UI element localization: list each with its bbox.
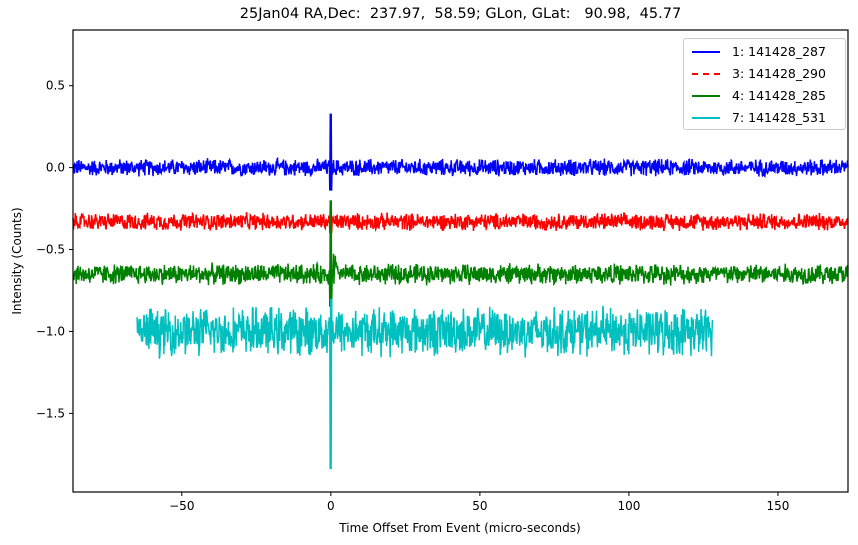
series-line [72, 200, 849, 234]
y-tick-label: 0.5 [46, 79, 65, 93]
legend-label: 3: 141428_290 [732, 66, 826, 81]
legend-label: 4: 141428_285 [732, 88, 826, 103]
series-line [72, 200, 849, 307]
legend-label: 1: 141428_287 [732, 44, 826, 59]
x-tick-label: 150 [766, 499, 789, 513]
legend-item: 7: 141428_531 [684, 108, 845, 128]
legend-line-swatch [692, 95, 720, 97]
chart-title: 25Jan04 RA,Dec: 237.97, 58.59; GLon, GLa… [239, 6, 682, 22]
legend-item: 3: 141428_290 [684, 64, 845, 84]
legend-item: 4: 141428_285 [684, 86, 845, 106]
series-line [136, 298, 714, 470]
data-traces [72, 113, 849, 470]
y-tick-label: −0.5 [36, 243, 65, 257]
legend-line-swatch [692, 51, 720, 53]
y-tick-label: −1.0 [36, 324, 65, 338]
series-line [72, 113, 849, 191]
x-axis-ticks: −50 0 50 100 150 [169, 492, 789, 513]
axes-frame [72, 29, 849, 493]
y-tick-label: 0.0 [46, 161, 65, 175]
legend: 1: 141428_287 3: 141428_290 4: 141428_28… [683, 38, 846, 130]
x-tick-label: 100 [617, 499, 640, 513]
x-tick-label: −50 [169, 499, 194, 513]
legend-item: 1: 141428_287 [684, 42, 845, 62]
legend-line-swatch [692, 117, 720, 119]
legend-line-swatch [692, 73, 720, 75]
x-tick-label: 50 [472, 499, 487, 513]
x-tick-label: 0 [327, 499, 335, 513]
y-axis-label: Intensity (Counts) [10, 207, 24, 314]
x-axis-label: Time Offset From Event (micro-seconds) [338, 521, 580, 535]
legend-label: 7: 141428_531 [732, 110, 826, 125]
y-tick-label: −1.5 [36, 406, 65, 420]
y-axis-ticks: 0.5 0.0 −0.5 −1.0 −1.5 [36, 79, 73, 420]
